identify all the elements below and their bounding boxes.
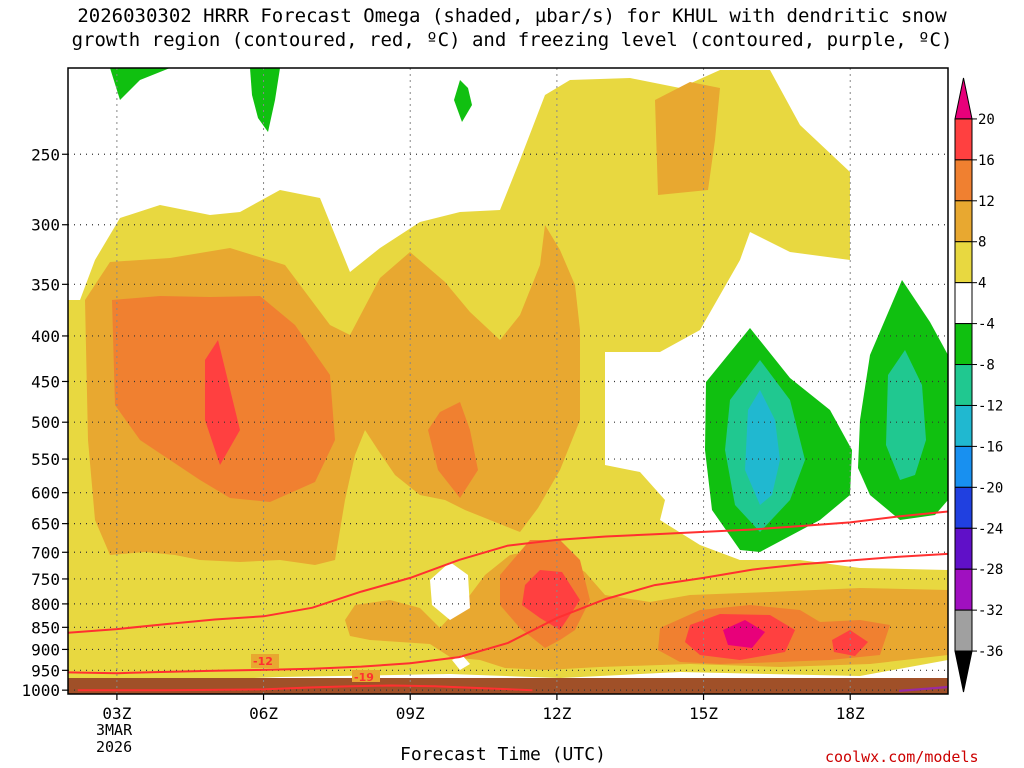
- omega-fill-neg12-neg16: [745, 390, 780, 505]
- isotherm-label-1: -12: [253, 655, 273, 668]
- y-tick-label: 500: [31, 413, 60, 432]
- colorbar-label: -28: [978, 562, 1003, 578]
- isotherm-line-3: [77, 684, 533, 692]
- y-tick-label: 800: [31, 595, 60, 614]
- x-axis: 03Z 06Z 09Z 12Z 15Z 18Z: [102, 694, 865, 723]
- colorbar-swatch: [954, 282, 973, 325]
- colorbar-label: 8: [978, 235, 986, 251]
- colorbar-label: -32: [978, 603, 1003, 619]
- colorbar-swatch: [954, 609, 973, 652]
- colorbar-swatch: [954, 527, 973, 570]
- colorbar-swatch: [954, 241, 973, 284]
- colorbar-swatch: [954, 404, 973, 447]
- x-tick-label: 09Z: [396, 704, 425, 723]
- omega-hole-a: [430, 562, 470, 620]
- colorbar-swatch: [954, 568, 973, 611]
- y-tick-label: 600: [31, 484, 60, 503]
- omega-fill-16-20-small: [832, 630, 868, 656]
- colorbar-top-arrow: [954, 77, 973, 120]
- colorbar-label: -24: [978, 521, 1003, 537]
- y-tick-label: 700: [31, 543, 60, 562]
- colorbar-label: -16: [978, 439, 1003, 455]
- y-axis: 250 300 350 400 450 500 550 600 650 700 750 800 850 9…: [21, 145, 68, 700]
- isotherm-line-1: [68, 552, 948, 675]
- y-tick-label: 750: [31, 570, 60, 589]
- y-tick-label: 450: [31, 372, 60, 391]
- isotherm-label-bg-2: [352, 670, 380, 682]
- colorbar-swatch: [954, 445, 973, 488]
- x-tick-label: 12Z: [542, 704, 571, 723]
- y-tick-label: 950: [31, 661, 60, 680]
- colorbar-swatch: [954, 364, 973, 406]
- title-line-2: growth region (contoured, red, ºC) and f…: [71, 29, 953, 51]
- omega-fill-neg8-neg12-b: [886, 350, 926, 480]
- terrain-fill: [68, 678, 948, 694]
- colorbar-swatch: [954, 486, 973, 529]
- colorbar-label: -12: [978, 398, 1003, 414]
- isotherm-line-2: [68, 510, 948, 634]
- start-date: 3MAR 2026: [96, 722, 132, 756]
- y-tick-label: 1000: [21, 681, 60, 700]
- y-tick-label: 850: [31, 618, 60, 637]
- colorbar-label: 4: [978, 276, 986, 292]
- omega-shading: [68, 68, 948, 694]
- colorbar-swatch: [954, 323, 973, 366]
- colorbar-swatch: [954, 118, 973, 161]
- colorbar-label: -36: [978, 644, 1003, 660]
- isotherm-contours: [68, 510, 948, 692]
- x-tick-label: 18Z: [836, 704, 865, 723]
- colorbar-label: -4: [978, 317, 995, 333]
- omega-fill-neg4-neg8-b: [250, 68, 280, 132]
- x-tick-label: 03Z: [102, 704, 131, 723]
- y-tick-label: 550: [31, 450, 60, 469]
- omega-fill-neg4-neg8-c: [454, 80, 472, 122]
- y-tick-label: 400: [31, 327, 60, 346]
- y-tick-label: 300: [31, 216, 60, 235]
- omega-fill-neg4-neg8-a: [110, 68, 170, 100]
- isotherm-label-bg-1: [251, 654, 279, 668]
- colorbar-label: 12: [978, 194, 995, 210]
- omega-hole-b: [452, 655, 470, 670]
- y-tick-label: 350: [31, 275, 60, 294]
- colorbar: 20 16 12 8 4 -4 -8 -12 -16 -20 -24 -28 -32 -36: [954, 77, 1003, 693]
- isotherm-label-2: -19: [354, 671, 374, 684]
- y-tick-label: 250: [31, 145, 60, 164]
- x-axis-label: Forecast Time (UTC): [400, 744, 606, 765]
- freezing-level-line: [899, 685, 948, 692]
- y-tick-label: 900: [31, 640, 60, 659]
- colorbar-label: -8: [978, 358, 995, 374]
- colorbar-label: -20: [978, 480, 1003, 496]
- x-tick-label: 15Z: [689, 704, 718, 723]
- colorbar-swatch: [954, 200, 973, 243]
- colorbar-swatch: [954, 159, 973, 202]
- omega-fill-16-20: [205, 340, 240, 465]
- omega-fill-gt20: [723, 620, 765, 648]
- colorbar-bottom-arrow: [954, 650, 973, 693]
- grid-lines: [68, 68, 948, 694]
- colorbar-label: 20: [978, 112, 995, 128]
- start-date-day: 3MAR: [96, 721, 133, 739]
- y-tick-label: 650: [31, 515, 60, 534]
- start-date-year: 2026: [96, 738, 133, 756]
- title-line-1: 2026030302 HRRR Forecast Omega (shaded, …: [77, 5, 947, 27]
- chart-title: 2026030302 HRRR Forecast Omega (shaded, …: [0, 4, 1024, 52]
- x-tick-label: 06Z: [249, 704, 278, 723]
- credit-link[interactable]: coolwx.com/models: [825, 748, 979, 766]
- omega-fill-12-16-mid: [428, 402, 478, 498]
- colorbar-label: 16: [978, 153, 995, 169]
